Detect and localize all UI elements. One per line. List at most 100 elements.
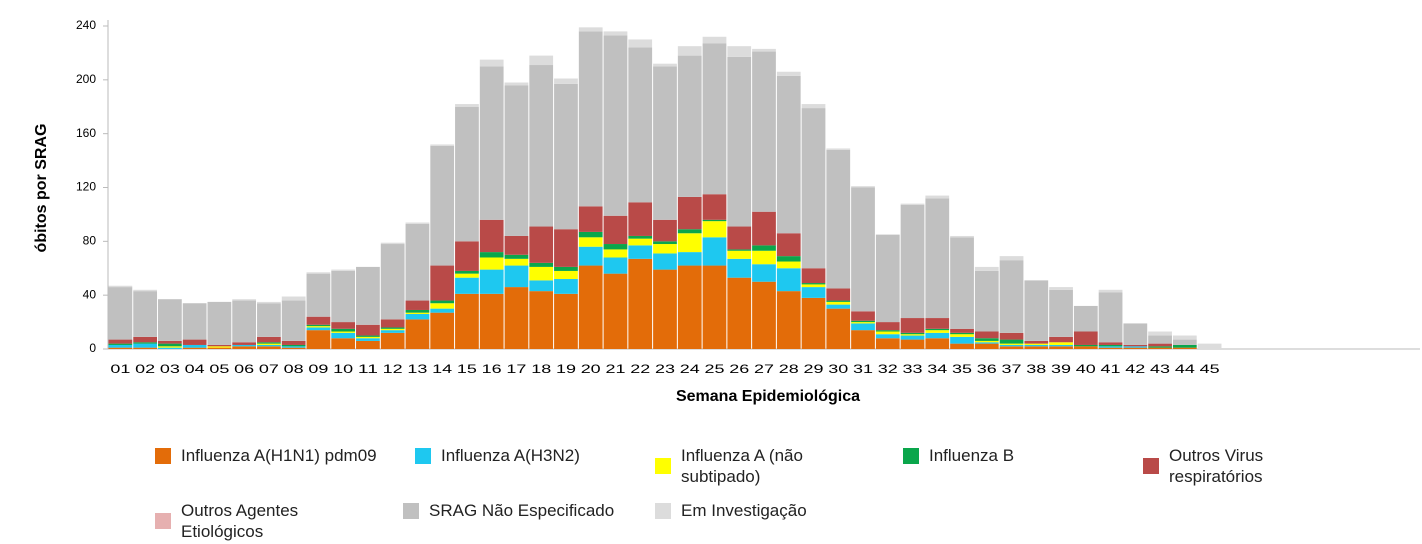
bar-segment	[108, 347, 133, 349]
bar-segment	[331, 331, 356, 333]
bar-segment	[974, 338, 999, 341]
bar-segment	[207, 301, 232, 345]
bar-segment	[603, 215, 628, 245]
bar-segment	[182, 347, 207, 349]
bar-segment	[1123, 344, 1148, 347]
bar-segment	[430, 265, 455, 301]
bar-segment	[1024, 340, 1049, 344]
bar-segment	[133, 291, 158, 337]
x-tick-label: 14	[432, 362, 452, 376]
x-tick-label: 17	[506, 362, 526, 376]
x-tick-label: 43	[1150, 362, 1170, 376]
bar-segment	[727, 250, 752, 259]
legend-swatch	[415, 447, 431, 464]
y-tick-label: 80	[83, 234, 97, 248]
bar-segment	[356, 324, 380, 336]
bar-segment	[999, 339, 1024, 344]
legend-item: SRAG Não Especificado	[403, 500, 629, 521]
bar-segment	[727, 258, 752, 278]
bar-segment	[158, 346, 182, 348]
bar-segment	[578, 237, 603, 247]
bar-segment	[182, 303, 207, 340]
x-tick-label: 27	[754, 362, 774, 376]
bar-segment	[380, 319, 405, 328]
bar-segment	[727, 46, 752, 57]
legend-item: Outros Agentes Etiológicos	[155, 500, 381, 542]
x-tick-label: 31	[853, 362, 873, 376]
bar-segment	[826, 304, 851, 309]
bar-segment	[702, 194, 727, 220]
bar-segment	[479, 257, 504, 270]
bar-segment	[875, 331, 900, 335]
bar-segment	[776, 256, 801, 262]
bar-segment	[331, 338, 356, 349]
x-tick-label: 08	[284, 362, 304, 376]
bar-segment	[578, 27, 603, 32]
bar-segment	[306, 324, 331, 327]
x-tick-label: 23	[655, 362, 675, 376]
x-tick-label: 32	[878, 362, 898, 376]
bar-segment	[925, 338, 950, 349]
y-tick-label: 120	[76, 180, 96, 194]
bar-segment	[851, 322, 875, 324]
chart: óbitos por SRAG Semana Epidemiológica 04…	[33, 18, 1420, 405]
legend-swatch	[403, 502, 419, 519]
bar-segment	[974, 266, 999, 271]
bar-segment	[653, 269, 677, 349]
bar-segment	[1098, 344, 1123, 347]
bar-segment	[455, 106, 479, 242]
bar-segment	[974, 342, 999, 344]
bar-segment	[752, 281, 776, 349]
bar-segment	[1148, 346, 1172, 348]
bar-segment	[653, 253, 677, 270]
bar-segment	[727, 56, 752, 227]
bar-segment	[281, 340, 306, 345]
bar-segment	[702, 237, 727, 266]
bar-segment	[1148, 335, 1172, 344]
bar-segment	[950, 237, 974, 329]
x-tick-label: 13	[407, 362, 427, 376]
bar-segment	[306, 316, 331, 325]
bar-segment	[752, 245, 776, 251]
bar-segment	[158, 340, 182, 344]
bar-segment	[1148, 343, 1172, 347]
bar-segment	[702, 36, 727, 44]
bar-segment	[776, 71, 801, 76]
bar-segment	[776, 233, 801, 257]
bar-segment	[1073, 305, 1098, 332]
bar-segment	[529, 226, 554, 263]
bar-segment	[207, 344, 232, 347]
bar-segment	[158, 347, 182, 349]
bar-segment	[257, 342, 281, 344]
bar-segment	[776, 268, 801, 292]
bar-segment	[455, 104, 479, 107]
bar-segment	[257, 343, 281, 345]
x-tick-label: 07	[259, 362, 279, 376]
bar-segment	[554, 293, 578, 349]
legend-label: Influenza A(H1N1) pdm09	[181, 446, 377, 465]
bar-segment	[999, 332, 1024, 340]
bar-segment	[925, 195, 950, 199]
bar-segment	[851, 186, 875, 188]
bar-segment	[356, 338, 380, 341]
bar-segment	[1024, 343, 1049, 345]
bar-segment	[405, 309, 430, 313]
x-tick-label: 05	[209, 362, 229, 376]
bar-segment	[1123, 323, 1148, 345]
x-tick-label: 33	[903, 362, 923, 376]
bar-segment	[1024, 346, 1049, 349]
bar-segment	[653, 219, 677, 242]
bar-segment	[1049, 342, 1073, 345]
bar-segment	[851, 311, 875, 321]
bar-segment	[356, 335, 380, 337]
bar-segment	[826, 288, 851, 301]
bar-segment	[430, 145, 455, 266]
bar-segment	[702, 219, 727, 222]
bar-segment	[999, 344, 1024, 347]
bar-segment	[1073, 346, 1098, 349]
bar-segment	[950, 332, 974, 335]
bar-segment	[108, 343, 133, 345]
bar-segment	[455, 270, 479, 274]
bar-segment	[875, 322, 900, 331]
bar-segment	[653, 63, 677, 67]
